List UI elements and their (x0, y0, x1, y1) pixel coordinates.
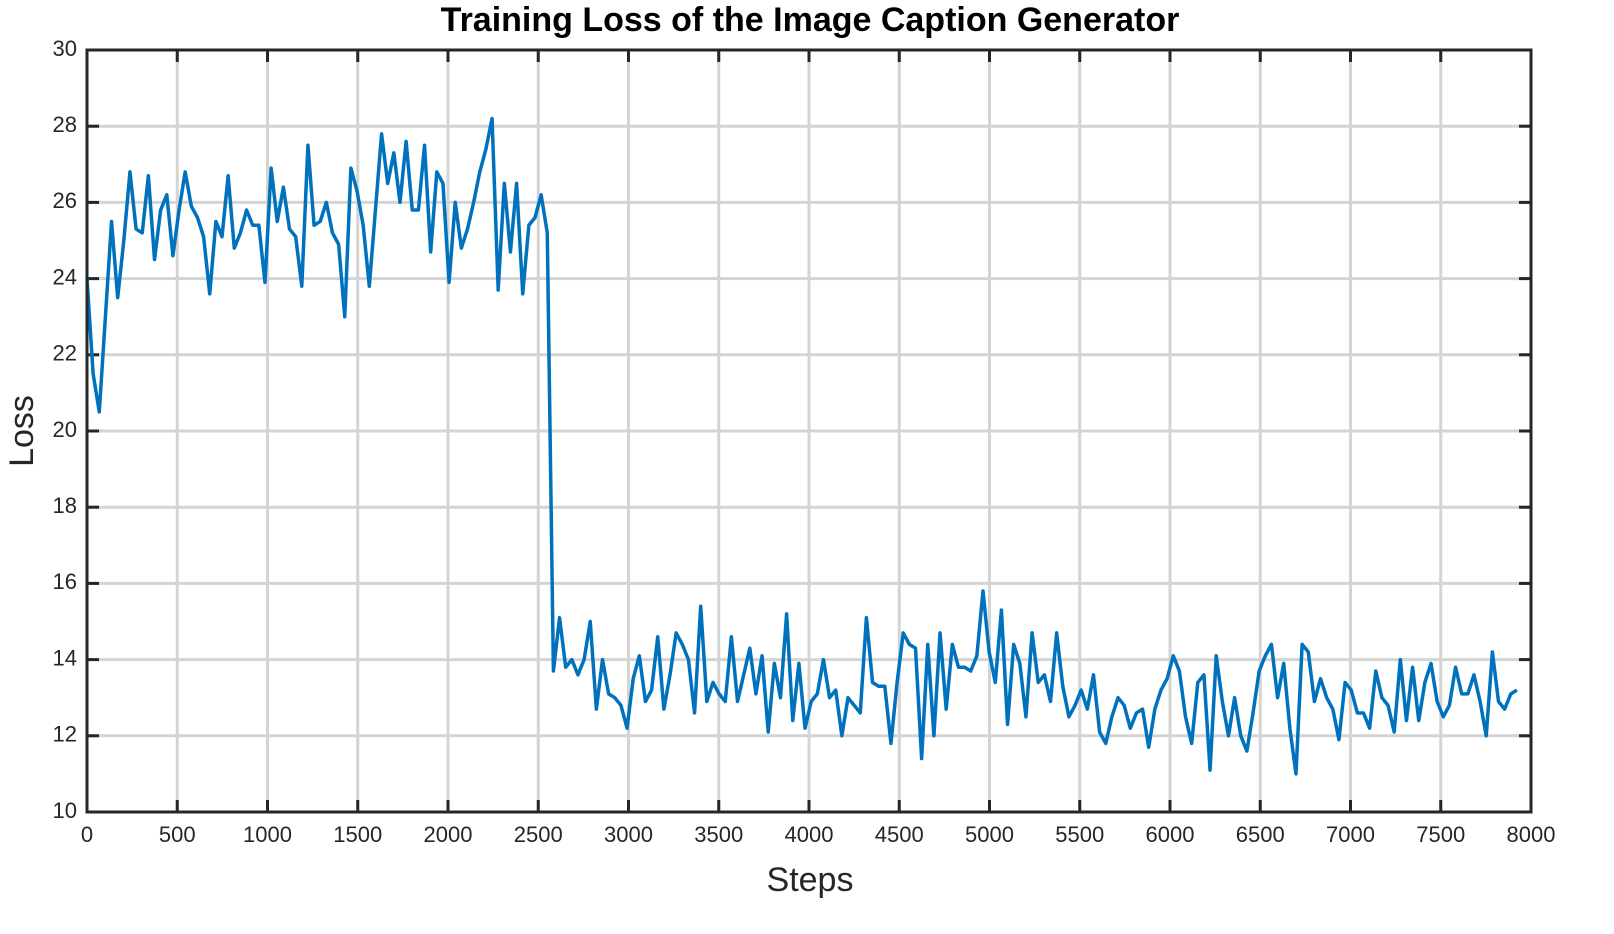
y-tick-label: 14 (53, 645, 77, 670)
x-tick-label: 1000 (243, 822, 292, 847)
y-tick-label: 20 (53, 417, 77, 442)
plot-frame (85, 48, 1533, 814)
y-tick-label: 24 (53, 264, 77, 289)
x-tick-label: 2500 (514, 822, 563, 847)
x-tick-label: 8000 (1507, 822, 1556, 847)
x-tick-label: 4500 (875, 822, 924, 847)
chart-title: Training Loss of the Image Caption Gener… (441, 1, 1180, 39)
x-tick-label: 5500 (1055, 822, 1104, 847)
y-tick-label: 16 (53, 569, 77, 594)
x-tick-label: 1500 (333, 822, 382, 847)
y-tick-label: 10 (53, 798, 77, 823)
y-tick-label: 26 (53, 188, 77, 213)
x-tick-label: 0 (81, 822, 93, 847)
x-tick-label: 3000 (604, 822, 653, 847)
x-tick-label: 7500 (1416, 822, 1465, 847)
y-tick-label: 12 (53, 722, 77, 747)
x-tick-label: 6500 (1236, 822, 1285, 847)
y-axis-label: Loss (3, 395, 41, 467)
x-tick-label: 3500 (694, 822, 743, 847)
x-tick-label: 4000 (785, 822, 834, 847)
x-axis-label: Steps (767, 861, 854, 899)
x-tick-label: 7000 (1326, 822, 1375, 847)
x-tick-label: 6000 (1146, 822, 1195, 847)
y-tick-label: 28 (53, 112, 77, 137)
y-tick-label: 22 (53, 341, 77, 366)
x-tick-label: 500 (159, 822, 196, 847)
y-tick-label: 18 (53, 493, 77, 518)
loss-line (85, 116, 1518, 776)
y-tick-label: 30 (53, 36, 77, 61)
x-tick-label: 2000 (424, 822, 473, 847)
x-tick-label: 5000 (965, 822, 1014, 847)
